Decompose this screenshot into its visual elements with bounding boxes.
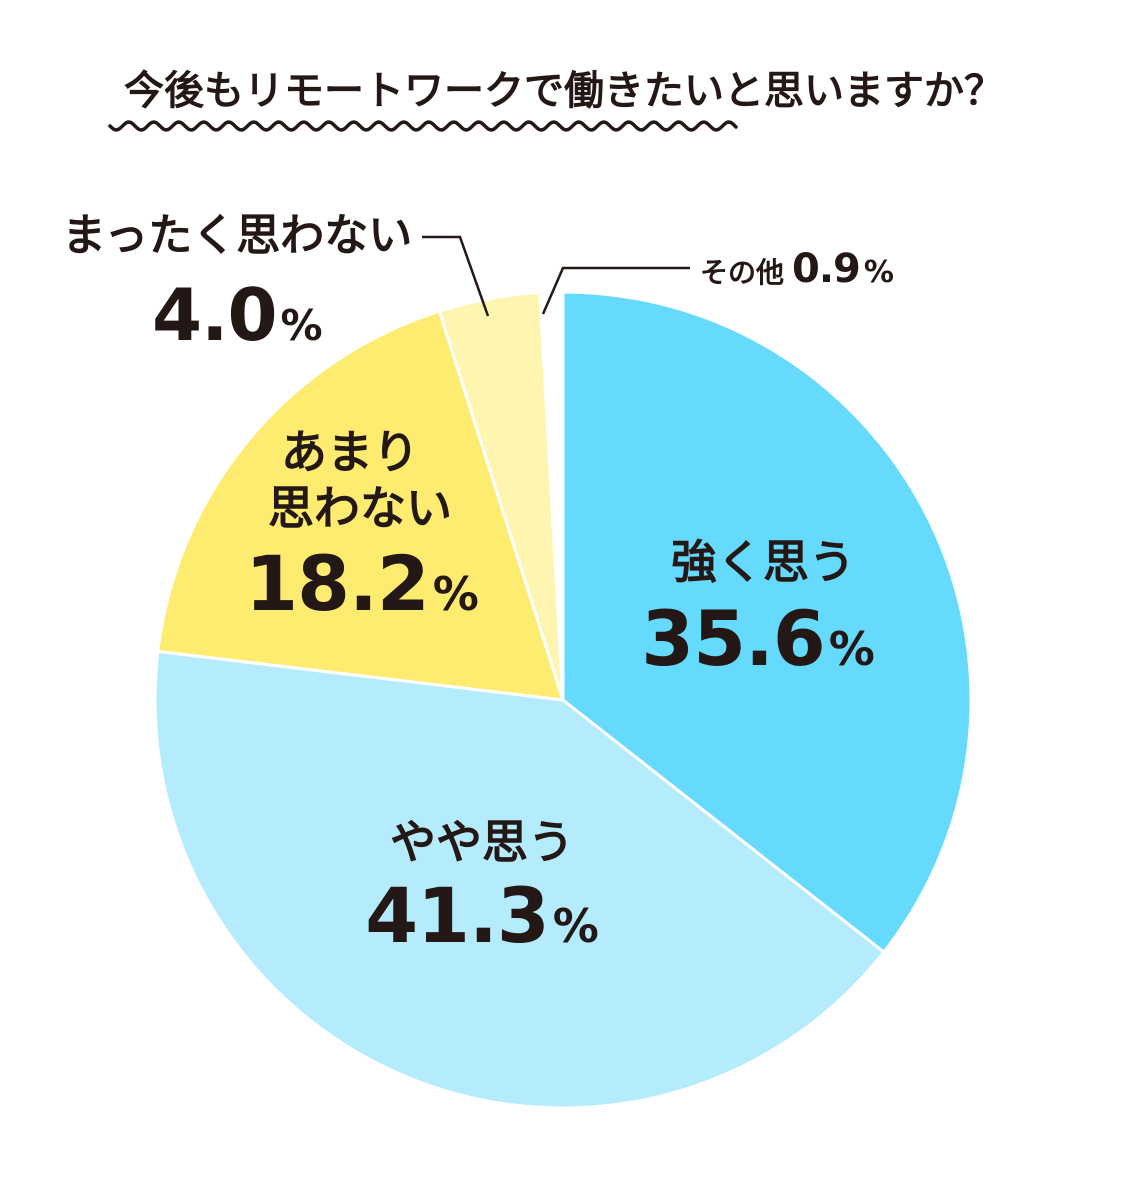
slice-label-name: まったく思わない xyxy=(62,210,412,261)
title-wave-decoration xyxy=(108,120,738,132)
slice-label-name: 思わない xyxy=(268,481,452,535)
pie-slice xyxy=(156,309,565,702)
pie-slice xyxy=(561,290,973,954)
slice-label-value: 4.0% xyxy=(152,273,323,357)
pie-slice xyxy=(153,649,886,1110)
leader-line-mattaku xyxy=(422,235,490,317)
slice-label-value: 41.3% xyxy=(365,871,599,960)
slice-label-name: あまり xyxy=(281,425,419,479)
slice-label-other: その他 0.9% xyxy=(700,246,894,292)
chart-title: 今後もリモートワークで働きたいと思いますか？ xyxy=(124,68,1004,114)
pie-slices xyxy=(153,290,973,1110)
leader-line-sonota xyxy=(541,266,690,315)
slice-label-value: 18.2% xyxy=(245,539,479,628)
slice-label-name: 強く思う xyxy=(671,535,855,589)
slice-label-value: 35.6% xyxy=(641,594,875,683)
leader-lines xyxy=(422,235,690,317)
slice-label-name: やや思う xyxy=(390,815,574,869)
